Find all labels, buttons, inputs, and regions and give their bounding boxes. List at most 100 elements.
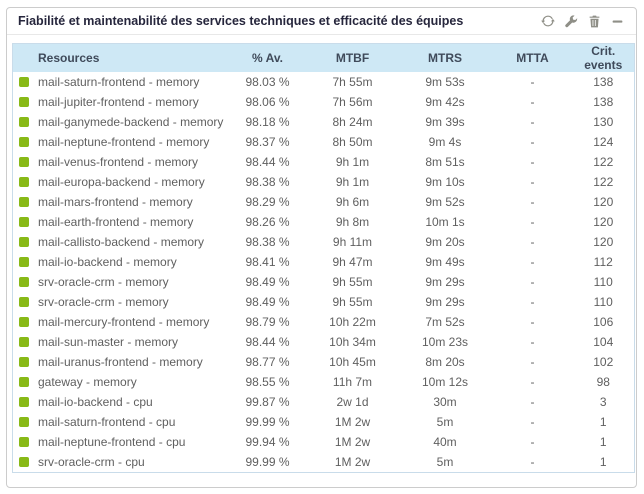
mtrs-value: 7m 52s: [425, 315, 465, 329]
resource-name: mail-europa-backend - memory: [38, 175, 205, 189]
widget-toolbar: [531, 14, 624, 28]
table-row[interactable]: srv-oracle-crm - cpu 99.99 % 1M 2w 5m - …: [12, 452, 635, 472]
table-row[interactable]: mail-neptune-frontend - cpu 99.94 % 1M 2…: [12, 432, 635, 452]
resource-name: mail-ganymede-backend - memory: [38, 115, 224, 129]
resource-name: mail-io-backend - memory: [38, 255, 177, 269]
mtbf-value: 11h 7m: [332, 375, 373, 389]
mtbf-value: 9h 47m: [332, 255, 373, 269]
status-ok-icon: [19, 137, 29, 147]
resource-cell: mail-uranus-frontend - memory: [13, 352, 228, 372]
table-row[interactable]: mail-jupiter-frontend - memory 98.06 % 7…: [12, 92, 635, 112]
table-body: mail-saturn-frontend - memory 98.03 % 7h…: [12, 72, 635, 472]
status-ok-icon: [19, 337, 29, 347]
table-row[interactable]: mail-saturn-frontend - cpu 99.99 % 1M 2w…: [12, 412, 635, 432]
status-ok-icon: [19, 157, 29, 167]
crit-events-value: 138: [593, 75, 614, 89]
table-row[interactable]: mail-callisto-backend - memory 98.38 % 9…: [12, 232, 635, 252]
widget-title-bar: Fiabilité et maintenabilité des services…: [7, 8, 636, 35]
table-row[interactable]: mail-earth-frontend - memory 98.26 % 9h …: [12, 212, 635, 232]
table-row[interactable]: mail-ganymede-backend - memory 98.18 % 8…: [12, 112, 635, 132]
mtrs-value: 30m: [433, 395, 457, 409]
status-ok-icon: [19, 277, 29, 287]
mtbf-value: 1M 2w: [334, 435, 371, 449]
trash-icon[interactable]: [587, 14, 601, 28]
mtrs-value: 10m 12s: [421, 375, 469, 389]
resource-cell: srv-oracle-crm - memory: [13, 272, 228, 292]
table-row[interactable]: mail-venus-frontend - memory 98.44 % 9h …: [12, 152, 635, 172]
availability-value: 98.44 %: [245, 335, 290, 349]
resource-name: srv-oracle-crm - memory: [38, 295, 169, 309]
resource-cell: mail-ganymede-backend - memory: [13, 112, 228, 132]
status-ok-icon: [19, 397, 29, 407]
crit-events-value: 106: [593, 315, 614, 329]
resource-cell: mail-neptune-frontend - memory: [13, 132, 228, 152]
availability-value: 98.38 %: [245, 175, 290, 189]
mtrs-value: 40m: [433, 435, 457, 449]
mtrs-value: 8m 51s: [425, 155, 465, 169]
mtbf-value: 9h 55m: [332, 275, 373, 289]
mtrs-value: 5m: [436, 415, 454, 429]
mtta-value: -: [530, 335, 535, 349]
mtrs-value: 9m 29s: [425, 275, 465, 289]
mtta-value: -: [530, 435, 535, 449]
table-row[interactable]: mail-europa-backend - memory 98.38 % 9h …: [12, 172, 635, 192]
availability-value: 98.79 %: [245, 315, 290, 329]
mtrs-value: 9m 20s: [425, 235, 465, 249]
mtbf-value: 10h 45m: [329, 355, 376, 369]
table-row[interactable]: srv-oracle-crm - memory 98.49 % 9h 55m 9…: [12, 292, 635, 312]
mtbf-value: 9h 1m: [335, 155, 370, 169]
table-header: Resources % Av. MTBF MTRS MTTA Crit. eve…: [12, 43, 635, 72]
resource-cell: mail-mars-frontend - memory: [13, 192, 228, 212]
metrics-table: Resources % Av. MTBF MTRS MTTA Crit. eve…: [12, 43, 635, 473]
availability-value: 98.49 %: [245, 275, 290, 289]
status-ok-icon: [19, 117, 29, 127]
mtbf-value: 7h 55m: [332, 75, 373, 89]
availability-value: 98.37 %: [245, 135, 290, 149]
resource-name: srv-oracle-crm - memory: [38, 275, 169, 289]
mtta-value: -: [530, 415, 535, 429]
resource-name: mail-uranus-frontend - memory: [38, 355, 203, 369]
table-row[interactable]: mail-saturn-frontend - memory 98.03 % 7h…: [12, 72, 635, 92]
crit-events-value: 138: [593, 95, 614, 109]
mtbf-value: 9h 55m: [332, 295, 373, 309]
crit-events-value: 120: [593, 215, 614, 229]
resource-cell: mail-neptune-frontend - cpu: [13, 432, 228, 452]
crit-events-value: 3: [599, 395, 607, 409]
mtta-value: -: [530, 135, 535, 149]
table-row[interactable]: srv-oracle-crm - memory 98.49 % 9h 55m 9…: [12, 272, 635, 292]
mtrs-value: 10m 23s: [421, 335, 469, 349]
resource-cell: mail-saturn-frontend - cpu: [13, 412, 228, 432]
resource-name: mail-mercury-frontend - memory: [38, 315, 210, 329]
refresh-icon[interactable]: [541, 14, 555, 28]
mtbf-value: 9h 8m: [335, 215, 370, 229]
table-row[interactable]: mail-uranus-frontend - memory 98.77 % 10…: [12, 352, 635, 372]
status-ok-icon: [19, 437, 29, 447]
table-row[interactable]: mail-mars-frontend - memory 98.29 % 9h 6…: [12, 192, 635, 212]
mtbf-value: 1M 2w: [334, 454, 371, 469]
table-row[interactable]: mail-io-backend - memory 98.41 % 9h 47m …: [12, 252, 635, 272]
table-row[interactable]: mail-sun-master - memory 98.44 % 10h 34m…: [12, 332, 635, 352]
resource-cell: mail-mercury-frontend - memory: [13, 312, 228, 332]
status-ok-icon: [19, 257, 29, 267]
metrics-table-wrap: Resources % Av. MTBF MTRS MTTA Crit. eve…: [12, 43, 635, 473]
mtta-value: -: [530, 355, 535, 369]
crit-events-value: 110: [593, 275, 613, 289]
resource-name: srv-oracle-crm - cpu: [38, 454, 145, 469]
resource-name: mail-neptune-frontend - memory: [38, 135, 210, 149]
table-row[interactable]: mail-io-backend - cpu 99.87 % 2w 1d 30m …: [12, 392, 635, 412]
mtta-value: -: [530, 375, 535, 389]
availability-value: 98.29 %: [245, 195, 290, 209]
crit-events-value: 120: [593, 195, 614, 209]
mtbf-value: 9h 6m: [335, 195, 370, 209]
status-ok-icon: [19, 197, 29, 207]
mtbf-value: 8h 24m: [332, 115, 373, 129]
collapse-icon[interactable]: [610, 14, 624, 28]
status-ok-icon: [19, 297, 29, 307]
table-row[interactable]: mail-neptune-frontend - memory 98.37 % 8…: [12, 132, 635, 152]
mtrs-value: 9m 4s: [428, 135, 462, 149]
table-row[interactable]: mail-mercury-frontend - memory 98.79 % 1…: [12, 312, 635, 332]
table-row[interactable]: gateway - memory 98.55 % 11h 7m 10m 12s …: [12, 372, 635, 392]
resource-cell: mail-sun-master - memory: [13, 332, 228, 352]
mtta-value: -: [530, 454, 535, 469]
wrench-icon[interactable]: [564, 14, 578, 28]
